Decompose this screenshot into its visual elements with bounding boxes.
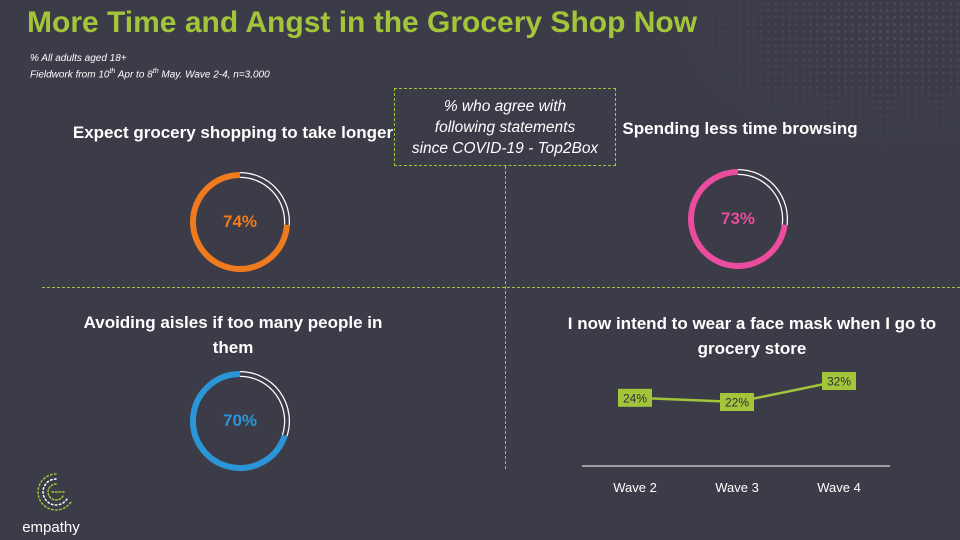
donut-value-label: 74% <box>222 212 258 231</box>
chart-title-less-browsing: Spending less time browsing <box>622 119 858 138</box>
donut-value-arc <box>190 172 290 272</box>
page-title: More Time and Angst in the Grocery Shop … <box>27 6 698 39</box>
subtitle-population: % All adults aged 18+ <box>30 53 127 64</box>
donut-avoiding-aisles: 70% <box>185 366 295 476</box>
empathy-logo-icon <box>37 473 72 511</box>
face-mask-line-chart: 24% Wave 2 22% Wave 3 32% Wave 4 <box>582 372 890 495</box>
data-label: 22% <box>720 393 754 411</box>
brand-name: empathy <box>22 519 80 536</box>
chart-title-avoiding-aisles: Avoiding aisles if too many people in th… <box>83 313 383 357</box>
statement-note-line: following statements <box>434 118 576 136</box>
statement-note-line: % who agree with <box>443 97 567 115</box>
vertical-divider <box>505 166 506 469</box>
donut-value-arc <box>190 371 288 471</box>
donut-track-inner <box>239 173 289 226</box>
donut-shopping-longer: 74% <box>185 167 295 277</box>
svg-text:22%: 22% <box>725 396 749 410</box>
x-tick-label: Wave 3 <box>715 480 759 495</box>
statement-note-line: since COVID-19 - Top2Box <box>411 139 599 157</box>
x-tick-label: Wave 2 <box>613 480 657 495</box>
donut-track-inner <box>737 170 787 226</box>
donut-less-browsing: 73% <box>683 164 793 274</box>
donut-value-arc <box>688 169 788 269</box>
svg-text:32%: 32% <box>827 375 851 389</box>
svg-text:24%: 24% <box>623 391 647 405</box>
statement-note-box: % who agree with following statements si… <box>394 88 616 166</box>
chart-title-face-mask: I now intend to wear a face mask when I … <box>567 314 937 358</box>
x-tick-label: Wave 4 <box>817 480 861 495</box>
dot-pattern <box>660 0 960 160</box>
subtitle-fieldwork: Fieldwork from 10th Apr to 8th May. Wave… <box>30 68 270 81</box>
data-label: 32% <box>822 372 856 390</box>
donut-value-label: 70% <box>222 411 258 430</box>
donut-value-label: 73% <box>720 209 756 228</box>
donut-track-inner <box>239 372 289 437</box>
chart-title-shopping-longer: Expect grocery shopping to take longer <box>72 123 394 142</box>
data-label: 24% <box>618 388 652 407</box>
horizontal-divider <box>42 287 960 288</box>
